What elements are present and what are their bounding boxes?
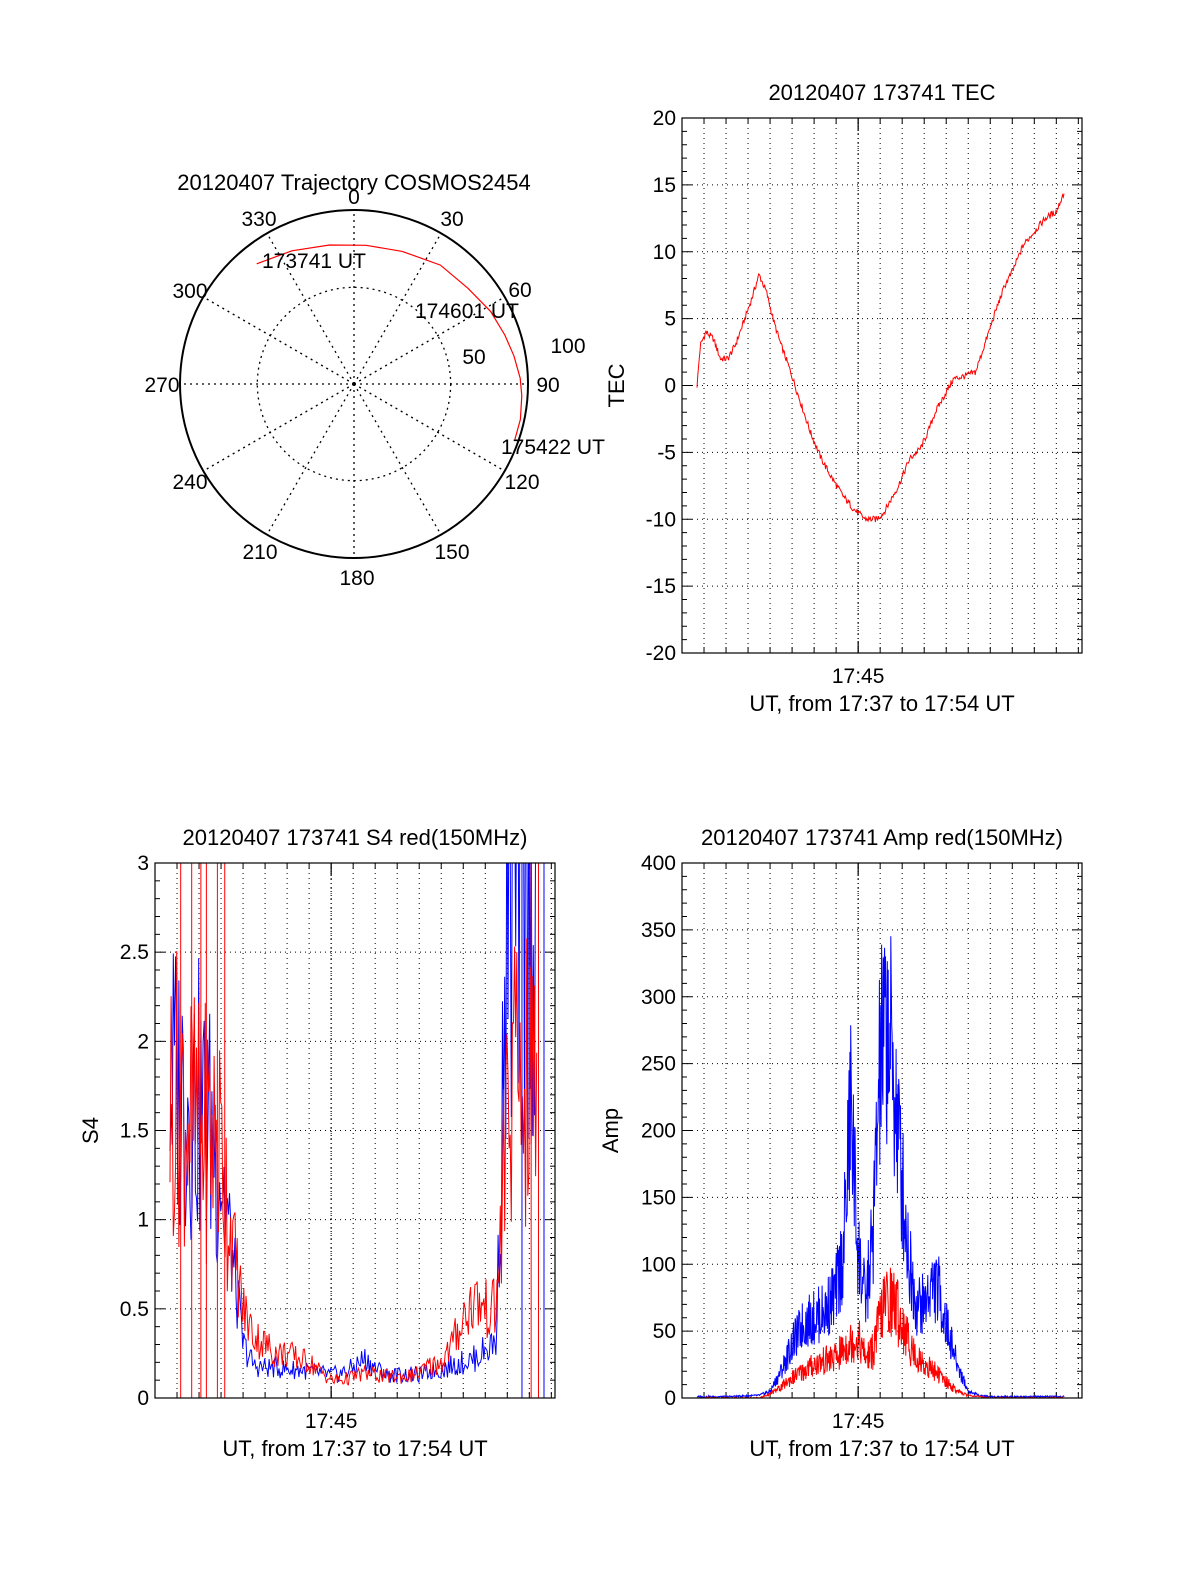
polar-spoke — [266, 232, 355, 385]
chart-title: 20120407 173741 S4 red(150MHz) — [183, 825, 528, 850]
y-tick-label: 3 — [137, 852, 149, 875]
trajectory-line — [256, 244, 523, 440]
y-axis-label: TEC — [604, 363, 629, 407]
y-tick-label: 20 — [653, 107, 676, 130]
y-tick-label: 0 — [664, 375, 676, 398]
polar-series — [256, 244, 523, 440]
y-tick-label: -10 — [646, 508, 676, 531]
polar-spoke — [202, 383, 355, 472]
y-tick-label: 10 — [653, 241, 676, 264]
x-tick-label: 17:45 — [305, 1410, 358, 1433]
azimuth-label: 90 — [536, 374, 559, 397]
azimuth-label: 180 — [339, 567, 374, 590]
polar-spoke — [353, 383, 506, 472]
s4-chart: 20120407 173741 S4 red(150MHz) 0 0.5 1 1.5 2 2… — [78, 825, 556, 1461]
y-tick-label: 400 — [641, 852, 676, 875]
y-tick-label: 100 — [641, 1253, 676, 1276]
x-axis-label: UT, from 17:37 to 17:54 UT — [749, 1436, 1014, 1461]
amp-chart: 20120407 173741 Amp red(150MHz) 0 50 100 150… — [598, 825, 1083, 1461]
y-tick-label: 0 — [664, 1387, 676, 1410]
series-line — [696, 936, 1065, 1398]
polar-spoke — [202, 296, 355, 385]
y-tick-label: 1 — [137, 1209, 149, 1232]
azimuth-label: 330 — [241, 208, 276, 231]
time-annotation: 175422 UT — [501, 436, 605, 459]
y-tick-label: 0 — [137, 1387, 149, 1410]
y-tick-label: 250 — [641, 1053, 676, 1076]
time-annotation: 174601 UT — [415, 300, 519, 323]
y-tick-label: 350 — [641, 919, 676, 942]
series-group — [169, 863, 545, 1398]
polar-spoke — [353, 232, 442, 385]
polar-spoke — [266, 383, 355, 536]
y-tick-label: 0.5 — [120, 1298, 149, 1321]
x-axis-label: UT, from 17:37 to 17:54 UT — [749, 691, 1014, 716]
y-axis-label: Amp — [598, 1108, 623, 1153]
polar-horizon-circle — [179, 209, 529, 559]
y-tick-label: 1.5 — [120, 1120, 149, 1143]
chart-title: 20120407 173741 Amp red(150MHz) — [701, 825, 1063, 850]
azimuth-label: 0 — [348, 186, 360, 209]
polar-spoke — [353, 383, 442, 536]
y-tick-label: 50 — [653, 1320, 676, 1343]
y-tick-label: 150 — [641, 1186, 676, 1209]
time-annotation: 173741 UT — [262, 250, 366, 273]
y-tick-label: 200 — [641, 1120, 676, 1143]
y-tick-label: -5 — [657, 441, 676, 464]
y-axis-label: S4 — [78, 1117, 103, 1144]
azimuth-label: 300 — [172, 280, 207, 303]
trajectory-polar-plot: 20120407 Trajectory COSMOS2454 0 30 60 90 12… — [144, 170, 605, 590]
polar-title: 20120407 Trajectory COSMOS2454 — [177, 170, 530, 195]
azimuth-label: 240 — [172, 471, 207, 494]
polar-grid — [180, 210, 528, 558]
series-line — [696, 192, 1065, 523]
azimuth-label: 150 — [434, 541, 469, 564]
y-tick-label: -20 — [646, 642, 676, 665]
series-group — [696, 192, 1065, 523]
radial-label: 50 — [462, 346, 485, 369]
radial-labels: 50 100 — [462, 335, 585, 369]
x-tick-label: 17:45 — [832, 665, 885, 688]
y-tick-label: 2.5 — [120, 941, 149, 964]
y-tick-label: 300 — [641, 986, 676, 1009]
azimuth-label: 60 — [508, 279, 531, 302]
tec-chart: 20120407 173741 TEC -20 -15 -10 -5 0 5 10 15 20 17… — [604, 80, 1083, 716]
series-group — [696, 936, 1065, 1398]
azimuth-label: 120 — [504, 471, 539, 494]
azimuth-label: 30 — [440, 208, 463, 231]
x-tick-label: 17:45 — [832, 1410, 885, 1433]
azimuth-labels: 0 30 60 90 120 150 180 210 240 270 300 330 — [144, 186, 559, 590]
y-tick-label: 5 — [664, 308, 676, 331]
azimuth-label: 270 — [144, 374, 179, 397]
gridlines — [682, 118, 1082, 653]
x-axis-label: UT, from 17:37 to 17:54 UT — [222, 1436, 487, 1461]
polar-spoke — [353, 296, 506, 385]
polar-annotations: 173741 UT 174601 UT 175422 UT — [262, 250, 605, 459]
series-line — [169, 938, 538, 1386]
azimuth-label: 210 — [242, 541, 277, 564]
y-tick-label: -15 — [646, 575, 676, 598]
y-tick-label: 2 — [137, 1030, 149, 1053]
y-tick-label: 15 — [653, 174, 676, 197]
radial-label: 100 — [550, 335, 585, 358]
chart-title: 20120407 173741 TEC — [768, 80, 995, 105]
